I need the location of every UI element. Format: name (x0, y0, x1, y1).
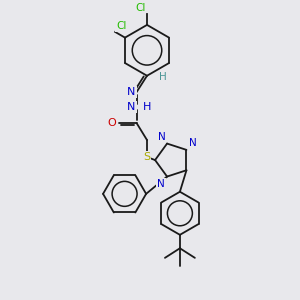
Text: N: N (127, 102, 136, 112)
Text: N: N (127, 87, 136, 97)
Text: N: N (157, 179, 165, 189)
Text: S: S (143, 152, 151, 162)
Text: N: N (158, 132, 166, 142)
Text: H: H (159, 72, 167, 82)
Text: H: H (143, 102, 152, 112)
Text: N: N (189, 138, 196, 148)
Text: Cl: Cl (136, 3, 146, 13)
Text: Cl: Cl (116, 21, 126, 31)
Text: O: O (107, 118, 116, 128)
